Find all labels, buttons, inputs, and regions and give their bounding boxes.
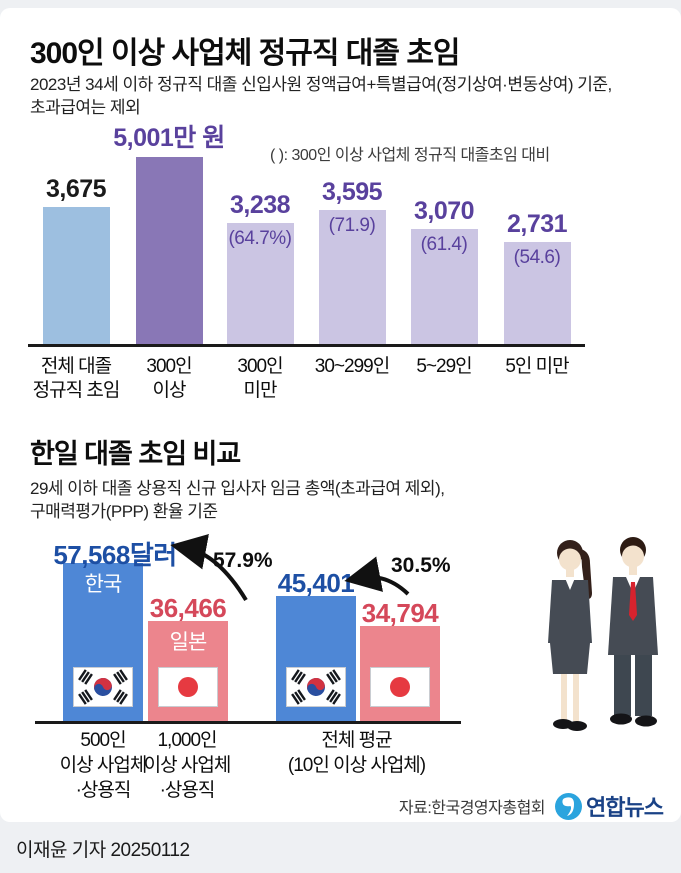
chart2-value-label: 45,401: [277, 568, 355, 598]
category-line: ·상용직: [159, 780, 216, 801]
section2-subtitle: 29세 이하 대졸 상용직 신규 입사자 임금 총액(초과급여 제외), 구매력…: [30, 477, 445, 523]
chart1-column: 3,675: [30, 175, 122, 344]
category-line: 500인: [80, 730, 126, 751]
kr-flag-icon: [73, 667, 133, 707]
subtitle-line: 2023년 34세 이하 정규직 대졸 신입사원 정액급여+특별급여(정기상여·…: [30, 75, 612, 94]
chart1-columns: 3,675 5,001만 원 3,238 (64.7%) 3,595 (71.9) 3,07…: [0, 124, 681, 344]
category-line: 전체 대졸: [40, 356, 112, 377]
category-line: 300인: [237, 356, 283, 377]
chart1-ratio-label: (54.6): [513, 247, 561, 268]
jp-flag-icon: [370, 667, 430, 707]
chart2-bar-jp: [360, 626, 440, 721]
chart1-value-label: 2,731: [506, 210, 568, 238]
chart1-category-label: 5~29인: [398, 355, 490, 379]
chart1-note: ( ): 300인 이상 사업체 정규직 대졸초임 대비: [270, 147, 550, 164]
yonhap-logo-text: 연합뉴스: [586, 795, 664, 820]
chart1-ratio-label: (71.9): [328, 215, 376, 236]
chart1-bar: [42, 207, 110, 344]
chart1-column: 3,070 (61.4): [398, 197, 490, 344]
chart1-ratio-label: (64.7%): [228, 228, 292, 249]
chart2-country-tag: 일본: [169, 631, 208, 654]
chart2-axis-line: [35, 721, 461, 724]
category-line: 정규직 초임: [32, 380, 121, 401]
category-line: 이상 사업체: [59, 755, 148, 776]
category-line: 5인 미만: [505, 356, 569, 377]
chart2-value-label: 57,568달러: [53, 540, 177, 570]
chart1-bar: (54.6): [503, 242, 571, 344]
chart1-category-label: 30~299인: [306, 355, 398, 379]
category-line: (10인 이상 사업체): [287, 755, 426, 776]
category-line: ·상용직: [75, 780, 132, 801]
chart1-value-label: 3,675: [45, 175, 107, 203]
section2-title: 한일 대졸 초임 비교: [30, 439, 241, 469]
subtitle-line: 구매력평가(PPP) 환율 기준: [30, 502, 218, 521]
section1-subtitle: 2023년 34세 이하 정규직 대졸 신입사원 정액급여+특별급여(정기상여·…: [30, 73, 612, 119]
chart2-bar-jp: 일본: [148, 621, 228, 721]
chart1-axis-line: [28, 344, 585, 347]
chart1-bar: (61.4): [410, 229, 478, 344]
korea-japan-gap-label-1: 57.9%: [213, 549, 273, 572]
chart2-value-label: 36,466: [149, 593, 227, 623]
chart1-column: 3,595 (71.9): [306, 178, 398, 344]
chart2-category-label: 전체 평균 (10인 이상 사업체): [264, 728, 449, 778]
category-line: 이상 사업체: [143, 755, 232, 776]
category-line: 5~29인: [416, 356, 472, 377]
chart2-bar-kr: [276, 596, 356, 721]
korea-japan-gap-label-2: 30.5%: [391, 554, 451, 577]
category-line: 이상: [152, 380, 187, 401]
category-line: 300인: [146, 356, 192, 377]
curved-arrow-icon: [344, 556, 410, 596]
source-text: 자료:한국경영자총협회: [398, 800, 546, 817]
footer-row: 자료:한국경영자총협회 연합뉴스: [0, 791, 681, 821]
chart1-column: 2,731 (54.6): [491, 210, 583, 344]
chart2-country-tag: 한국: [84, 573, 123, 596]
subtitle-line: 초과급여는 제외: [30, 98, 141, 117]
chart1-value-label: 3,595: [321, 178, 383, 206]
chart1-ratio-label: (61.4): [420, 234, 468, 255]
yonhap-logo: 연합뉴스: [555, 790, 664, 822]
kr-flag-icon: [286, 667, 346, 707]
category-line: 전체 평균: [321, 730, 392, 751]
chart1-category-label: 5인 미만: [491, 355, 583, 379]
business-people-illustration: [548, 537, 658, 731]
chart2-bar-kr: 한국: [63, 563, 143, 721]
chart1-column: 5,001만 원: [113, 118, 225, 344]
chart1-bar: (64.7%): [226, 223, 294, 344]
chart1-bar: (71.9): [318, 210, 386, 344]
chart1-value-label: 5,001만 원: [113, 124, 225, 152]
chart1-value-label: 3,238: [229, 191, 291, 219]
category-line: 미만: [243, 380, 278, 401]
section1-title: 300인 이상 사업체 정규직 대졸 초임: [30, 37, 461, 70]
reporter-credit: 이재윤 기자 20250112: [16, 840, 190, 861]
category-line: 1,000인: [157, 730, 217, 751]
chart1-column: 3,238 (64.7%): [214, 191, 306, 344]
chart1-value-label: 3,070: [413, 197, 475, 225]
category-line: 30~299인: [314, 356, 390, 377]
yonhap-logo-icon: [555, 792, 583, 820]
jp-flag-icon: [158, 667, 218, 707]
curved-arrow-icon: [170, 534, 248, 602]
chart1-bar: [135, 157, 203, 344]
chart2-value-label: 34,794: [361, 598, 439, 628]
subtitle-line: 29세 이하 대졸 상용직 신규 입사자 임금 총액(초과급여 제외),: [30, 479, 445, 498]
